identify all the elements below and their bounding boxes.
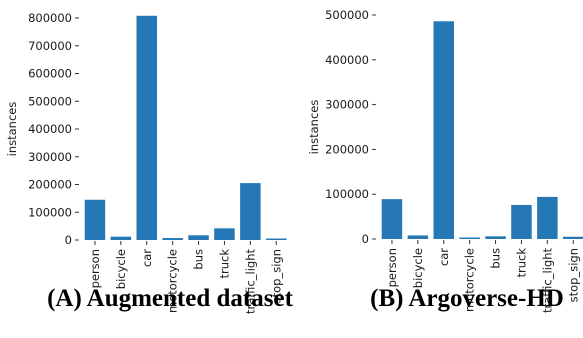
y-tick-label: 400000 — [28, 122, 72, 136]
y-tick-label: 600000 — [28, 67, 72, 81]
x-tick-label: car — [437, 248, 451, 266]
bars-group — [84, 15, 287, 241]
chart-panel-augmented: 0 100000 200000 300000 400000 500000 600000 700… — [5, 11, 294, 314]
y-tick-label: 800000 — [28, 11, 72, 25]
x-tick-label: truck — [514, 248, 528, 278]
bar-bicycle — [407, 235, 429, 239]
y-tick-label: 300000 — [28, 150, 72, 164]
bar-bus — [485, 236, 506, 239]
y-tick-label: 100000 — [325, 187, 369, 201]
chart-panel-argoverse: 0 100000 200000 300000 400000 500000 person bi… — [307, 8, 583, 313]
y-tick-label: 700000 — [28, 39, 72, 53]
bar-person — [84, 199, 106, 240]
bar-motorcycle — [162, 238, 183, 240]
x-tick-label: traffic_light — [540, 248, 554, 313]
y-ticks-group: 0 100000 200000 300000 400000 500000 600000 700… — [28, 11, 79, 247]
bar-truck — [214, 228, 235, 240]
x-ticks-group: person bicycle car motorcycle bus truck traffi… — [385, 240, 580, 313]
x-tick-label: motorcycle — [166, 249, 180, 313]
bar-stop-sign — [266, 238, 287, 240]
x-ticks-group: person bicycle car motorcycle bus truck traffi… — [88, 241, 283, 314]
x-tick-label: person — [385, 248, 399, 287]
chart-caption: (A) Augmented dataset — [47, 285, 293, 312]
bar-truck — [511, 204, 532, 239]
bar-car — [433, 21, 454, 239]
y-tick-label: 200000 — [325, 142, 369, 156]
x-tick-label: person — [88, 249, 102, 288]
x-tick-label: traffic_light — [243, 249, 257, 314]
bar-car — [136, 15, 157, 241]
bar-traffic-light — [240, 183, 261, 240]
x-tick-label: truck — [217, 249, 231, 279]
x-tick-label: bicycle — [411, 248, 425, 288]
chart-caption: (B) Argoverse-HD — [370, 285, 564, 312]
y-tick-label: 500000 — [28, 94, 72, 108]
bar-person — [381, 199, 403, 239]
y-tick-label: 500000 — [325, 8, 369, 22]
bar-bicycle — [110, 236, 132, 240]
x-tick-label: stop_sign — [566, 248, 580, 302]
x-tick-label: motorcycle — [463, 248, 477, 312]
y-tick-label: 0 — [362, 232, 369, 246]
bar-stop-sign — [563, 236, 583, 239]
y-tick-label: 300000 — [325, 98, 369, 112]
x-tick-label: stop_sign — [269, 249, 283, 303]
bar-traffic-light — [537, 196, 558, 239]
bar-bus — [188, 235, 209, 240]
x-tick-label: bus — [192, 249, 206, 270]
x-tick-label: car — [140, 249, 154, 267]
y-axis-label: instances — [5, 102, 19, 157]
y-axis-label: instances — [307, 100, 321, 155]
y-tick-label: 100000 — [28, 205, 72, 219]
bar-motorcycle — [459, 237, 480, 239]
y-tick-label: 400000 — [325, 53, 369, 67]
y-tick-label: 0 — [65, 233, 72, 247]
bars-group — [381, 21, 583, 239]
y-tick-label: 200000 — [28, 178, 72, 192]
x-tick-label: bus — [489, 248, 503, 269]
y-ticks-group: 0 100000 200000 300000 400000 500000 — [325, 8, 376, 246]
x-tick-label: bicycle — [114, 249, 128, 289]
